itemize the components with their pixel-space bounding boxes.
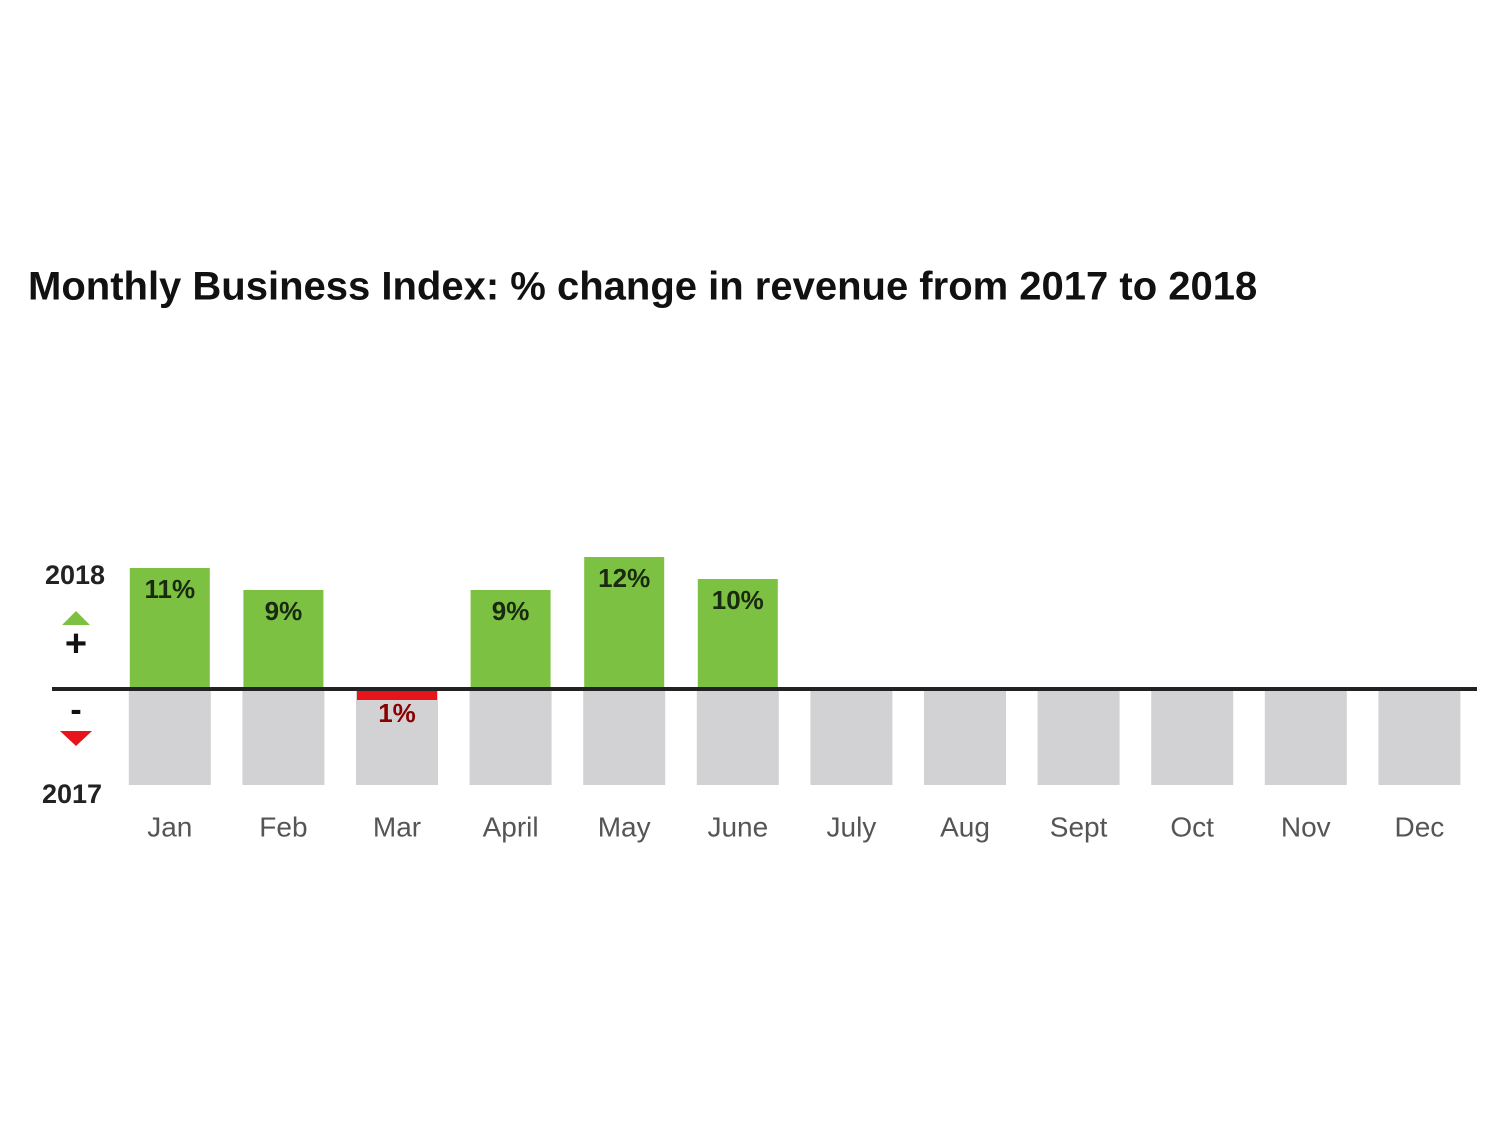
x-tick-label: Dec [1395,811,1445,842]
x-tick-label: Jan [147,811,192,842]
x-tick-label: April [483,811,539,842]
bar [697,579,778,689]
x-tick-label: Feb [259,811,307,842]
background-bar [810,689,893,785]
background-bar [128,689,211,785]
up-arrow [62,611,90,625]
x-tick-label: Mar [373,811,421,842]
background-bar [1037,689,1120,785]
x-tick-label: May [598,811,651,842]
background-bar [696,689,779,785]
negative-label: - [70,691,81,729]
background-bar [1264,689,1347,785]
background-bar [924,689,1006,785]
x-tick-label: June [707,811,768,842]
x-tick-label: Sept [1050,811,1108,842]
bar [357,689,437,700]
data-label: 10% [712,585,764,615]
background-bar [242,689,325,785]
x-tick-label: July [827,811,877,842]
data-label: 11% [144,574,195,604]
y-top-label: 2018 [45,560,105,590]
bar [470,590,551,689]
bar [584,557,665,689]
bar [243,590,324,689]
background-bar [1378,689,1461,785]
background-bar [469,689,552,785]
y-bottom-label: 2017 [42,779,102,809]
positive-label: + [65,623,87,665]
chart-title: Monthly Business Index: % change in reve… [28,265,1257,309]
background-bar [356,689,438,785]
background-bar [1151,689,1234,785]
bar [129,568,210,689]
background-bars [128,689,1461,785]
x-tick-label: Nov [1281,811,1331,842]
data-label: 9% [265,596,303,626]
x-tick-label: Oct [1170,811,1214,842]
background-bar [583,689,666,785]
bars [129,557,778,700]
x-tick-label: Aug [940,811,990,842]
down-arrow [60,731,92,746]
data-label: 12% [598,563,650,593]
data-label: 9% [492,596,530,626]
data-label: 1% [378,698,416,728]
